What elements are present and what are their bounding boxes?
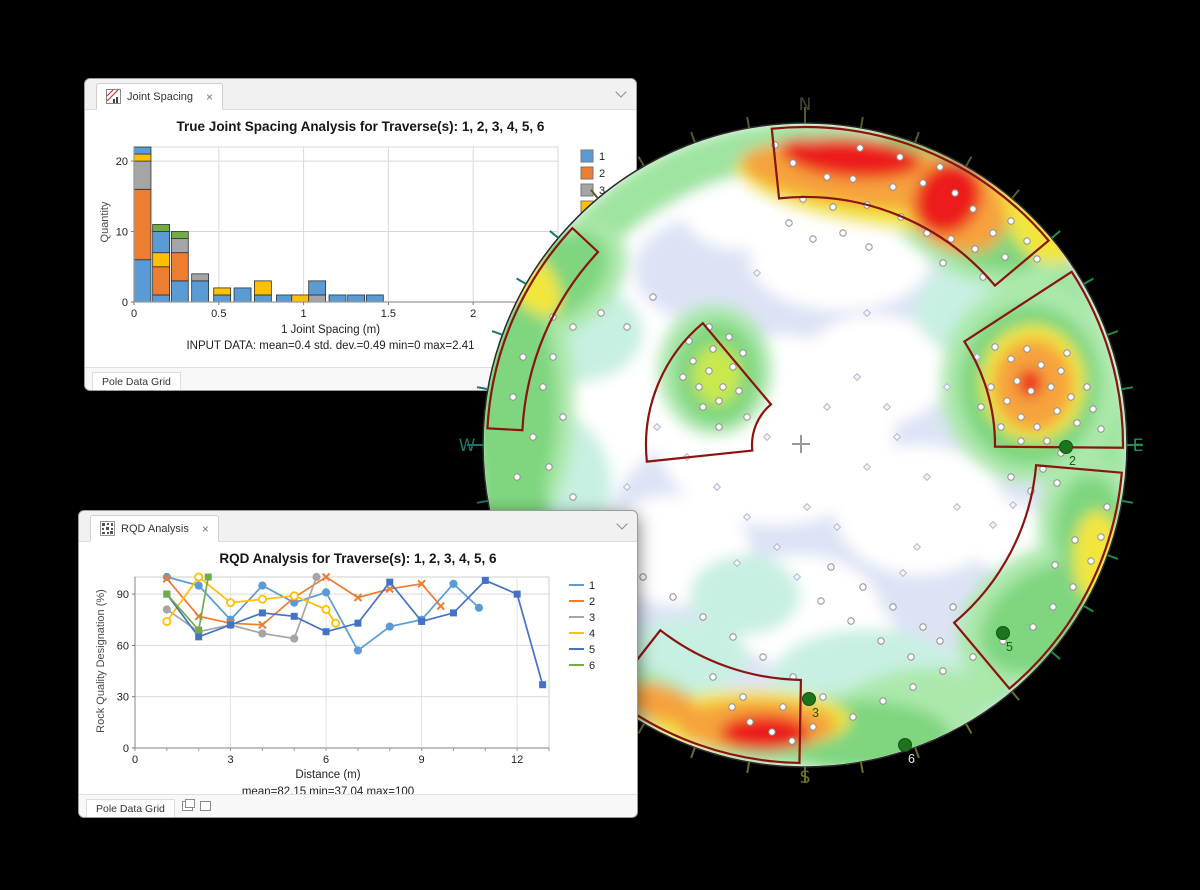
svg-text:9: 9 [419, 754, 425, 766]
svg-text:5: 5 [1006, 640, 1013, 654]
svg-text:2: 2 [589, 596, 595, 608]
svg-text:6: 6 [589, 660, 595, 672]
tab-close-icon[interactable]: × [201, 521, 209, 536]
pole-data-grid-tab[interactable]: Pole Data Grid [92, 372, 181, 390]
svg-text:2: 2 [470, 308, 476, 320]
svg-text:3: 3 [227, 754, 233, 766]
pole-data-grid-tab[interactable]: Pole Data Grid [86, 799, 175, 817]
tab-close-icon[interactable]: × [206, 89, 214, 104]
svg-text:20: 20 [116, 156, 128, 168]
maximize-window-icon[interactable] [199, 801, 211, 811]
rqd-statusbar: Pole Data Grid [79, 794, 637, 817]
svg-text:3: 3 [599, 185, 605, 197]
svg-text:3: 3 [812, 706, 819, 720]
rqd-ylabel: Rock Quality Designation (%) [95, 589, 107, 733]
tab-label: RQD Analysis [121, 522, 189, 535]
joint-spacing-title: True Joint Spacing Analysis for Traverse… [176, 119, 545, 134]
svg-text:N: N [799, 95, 812, 115]
svg-text:60: 60 [117, 640, 129, 652]
joint-spacing-plot: 00.511.52010201234 [116, 146, 605, 320]
svg-text:W: W [459, 436, 476, 456]
svg-text:1: 1 [589, 580, 595, 592]
svg-text:2: 2 [599, 168, 605, 180]
svg-text:30: 30 [117, 692, 129, 704]
svg-text:6: 6 [323, 754, 329, 766]
tab-rqd-analysis[interactable]: RQD Analysis × [90, 515, 219, 542]
svg-text:10: 10 [116, 227, 128, 239]
svg-text:1.5: 1.5 [381, 308, 396, 320]
joint-spacing-xlabel: 1 Joint Spacing (m) [280, 324, 381, 336]
svg-text:90: 90 [117, 589, 129, 601]
rqd-title: RQD Analysis for Traverse(s): 1, 2, 3, 4… [219, 551, 497, 566]
stereonet-pole-density-plot[interactable]: N E S W 2 3 5 6 [420, 50, 1200, 850]
joint-spacing-icon [106, 89, 121, 104]
joint-spacing-subtitle: INPUT DATA: mean=0.4 std. dev.=0.49 min=… [186, 340, 475, 352]
joint-spacing-window: Joint Spacing × True Joint Spacing Analy… [84, 78, 637, 391]
restore-window-icon[interactable] [181, 799, 195, 811]
svg-text:0: 0 [123, 743, 129, 755]
rqd-tabbar: RQD Analysis × [79, 511, 637, 542]
joint-spacing-ylabel: Quantity [99, 201, 111, 243]
svg-text:3: 3 [589, 612, 595, 624]
rqd-xlabel: Distance (m) [295, 769, 361, 781]
svg-text:4: 4 [589, 628, 595, 640]
svg-text:12: 12 [511, 754, 523, 766]
svg-text:S: S [800, 768, 811, 788]
rqd-icon [100, 521, 115, 536]
svg-text:2: 2 [1069, 454, 1076, 468]
svg-text:0.5: 0.5 [211, 308, 226, 320]
svg-text:6: 6 [908, 752, 915, 766]
svg-text:0: 0 [132, 754, 138, 766]
svg-text:5: 5 [589, 644, 595, 656]
svg-text:0: 0 [122, 297, 128, 309]
svg-text:1: 1 [301, 308, 307, 320]
svg-text:1: 1 [599, 151, 605, 163]
svg-text:E: E [1133, 436, 1144, 456]
tab-label: Joint Spacing [127, 90, 194, 103]
joint-spacing-tabbar: Joint Spacing × [85, 79, 636, 110]
rqd-window: RQD Analysis × RQD Analysis for Traverse… [78, 510, 638, 818]
tab-joint-spacing[interactable]: Joint Spacing × [96, 83, 224, 110]
svg-text:0: 0 [131, 308, 137, 320]
